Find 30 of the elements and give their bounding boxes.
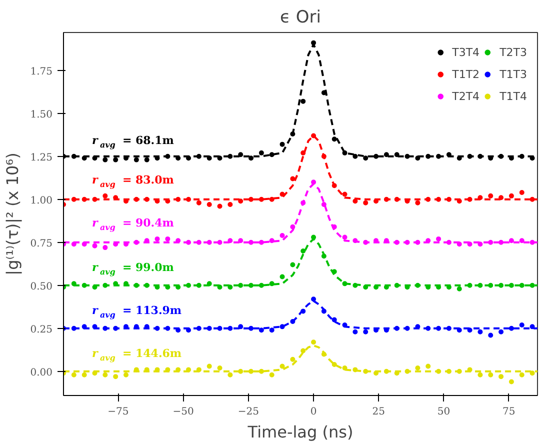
annotation: ravg = 144.6m <box>92 347 182 363</box>
x-tick-label: 50 <box>437 406 450 418</box>
y-tick-label: 0.75 <box>30 238 52 250</box>
y-tick-label: 0.50 <box>30 281 52 292</box>
y-tick-label: 1.00 <box>30 195 52 206</box>
y-tick-label: 0.25 <box>30 324 52 336</box>
x-tick-label: 0 <box>310 406 317 418</box>
legend-label: T3T4 <box>452 46 480 58</box>
y-tick-label: 0.00 <box>30 367 52 378</box>
legend-label: T2T4 <box>452 90 480 102</box>
x-axis-title: Time-lag (ns) <box>246 422 354 442</box>
annotation: ravg = 113.9m <box>92 304 182 320</box>
x-tick-label: 75 <box>502 406 516 418</box>
legend-label: T2T3 <box>500 46 527 58</box>
chart-title: ϵ Ori <box>280 8 321 28</box>
y-axis-title: |g⁽¹⁾(τ)|² (x 10⁶) <box>3 152 22 276</box>
y-tick-label: 1.50 <box>30 109 52 120</box>
legend-label: T1T2 <box>452 68 480 80</box>
x-tick-label: −25 <box>238 406 259 418</box>
x-tick-label: 25 <box>372 406 386 418</box>
legend-label: T1T3 <box>500 68 527 80</box>
annotation: ravg = 68.1m <box>92 134 174 150</box>
legend-label: T1T4 <box>500 90 527 102</box>
annotation: ravg = 83.0m <box>92 173 174 189</box>
x-tick-label: −50 <box>172 406 194 418</box>
annotation: ravg = 99.0m <box>92 261 174 277</box>
annotation: ravg = 90.4m <box>92 216 174 232</box>
x-tick-label: −75 <box>108 406 129 418</box>
y-tick-label: 1.75 <box>30 66 52 78</box>
y-tick-label: 1.25 <box>30 152 52 164</box>
